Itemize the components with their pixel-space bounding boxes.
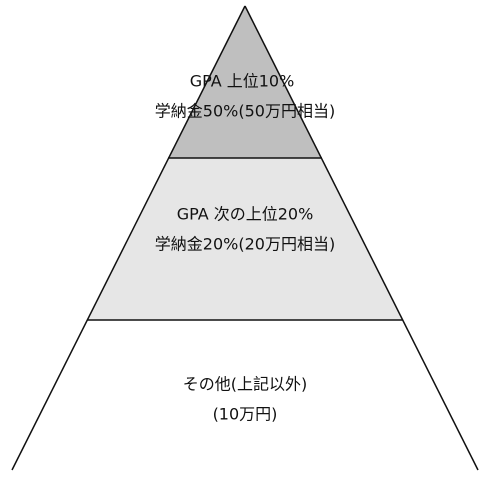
tier-label: (10万円) — [213, 405, 278, 424]
left-edge — [11, 5, 246, 471]
tier-label: GPA 上位10% — [190, 72, 295, 91]
tier-label: 学納金20%(20万円相当) — [155, 235, 335, 254]
middle-tier — [87, 158, 403, 320]
tier-label: 学納金50%(50万円相当) — [155, 102, 335, 121]
tier-label: その他(上記以外) — [183, 375, 308, 394]
right-edge — [244, 5, 479, 471]
tier-label: GPA 次の上位20% — [177, 205, 314, 224]
top-tier — [168, 6, 322, 158]
